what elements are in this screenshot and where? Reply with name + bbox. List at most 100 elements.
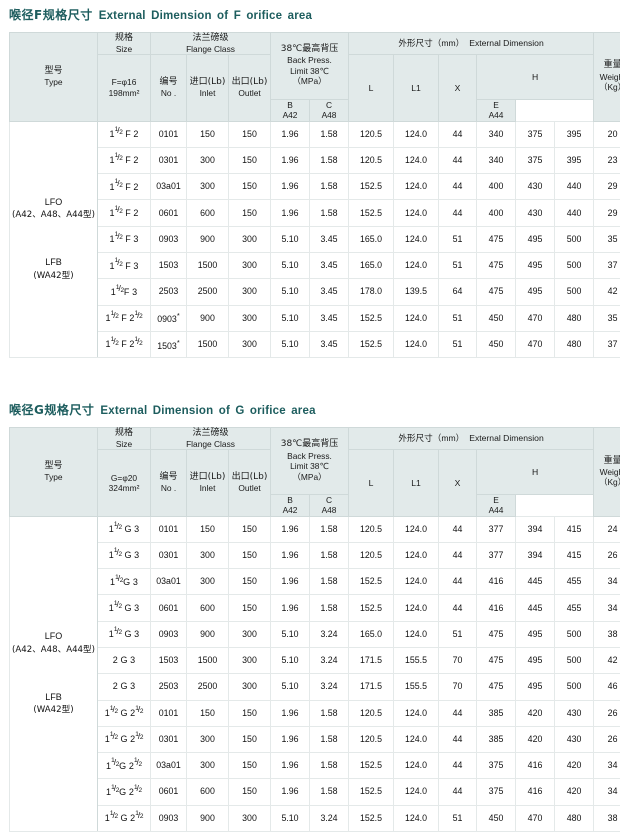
cell-lfo: 5.10 <box>271 226 310 252</box>
cell-lfo: 5.10 <box>271 252 310 278</box>
back-pressure-en2: Limit 38℃ <box>271 461 348 472</box>
cell-lfo: 5.10 <box>271 674 310 700</box>
cell-b: 416 <box>477 595 516 621</box>
cell-inlet: 150 <box>187 700 229 726</box>
cell-outlet: 150 <box>229 147 271 173</box>
cell-weight: 37 <box>594 331 620 357</box>
cell-c: 420 <box>516 726 555 752</box>
cell-l1: 124.0 <box>394 305 439 331</box>
cell-l: 165.0 <box>349 226 394 252</box>
col-header-l1: L1 <box>394 450 439 516</box>
cell-b: 375 <box>477 779 516 805</box>
cell-e: 430 <box>555 726 594 752</box>
cell-x: 44 <box>439 147 477 173</box>
type-group-name: LFO <box>10 196 97 210</box>
cell-x: 51 <box>439 805 477 831</box>
type-group: LFO(A42、A48、A44型) <box>10 630 97 656</box>
cell-no: 1503 <box>151 648 187 674</box>
cell-l1: 124.0 <box>394 779 439 805</box>
cell-lfb: 1.58 <box>310 595 349 621</box>
cell-lfb: 3.24 <box>310 621 349 647</box>
cell-no: 1503* <box>151 331 187 357</box>
external-dimension-cn: 外形尺寸（mm） <box>398 433 464 444</box>
cell-weight: 38 <box>594 805 620 831</box>
col-header-weight-cn: 重量 <box>594 456 620 467</box>
cell-outlet: 150 <box>229 516 271 542</box>
cell-no: 0601 <box>151 200 187 226</box>
title-spacer <box>9 23 611 32</box>
col-header-external-dimension: 外形尺寸（mm）External Dimension <box>349 427 594 450</box>
cell-weight: 34 <box>594 779 620 805</box>
col-header-inlet-en: Inlet <box>187 483 228 494</box>
col-header-inlet: 进口(Lb)Inlet <box>187 450 229 516</box>
cell-x: 44 <box>439 121 477 147</box>
cell-e: 415 <box>555 516 594 542</box>
cell-outlet: 300 <box>229 226 271 252</box>
col-header-flange-cn: 法兰磅级 <box>151 428 270 439</box>
fraction-glyph: 1/2 <box>115 181 123 190</box>
cell-e: 455 <box>555 569 594 595</box>
cell-e: 420 <box>555 753 594 779</box>
type-group-name: LFB <box>10 691 97 705</box>
cell-lfb: 3.24 <box>310 805 349 831</box>
cell-c: 495 <box>516 226 555 252</box>
fraction-glyph: 1/2 <box>115 207 123 216</box>
cell-lfo: 1.96 <box>271 569 310 595</box>
col-header-no-en: No . <box>151 88 186 99</box>
fraction-glyph: 1/2 <box>135 707 143 716</box>
cell-lfb: 1.58 <box>310 700 349 726</box>
back-pressure-en1: Back Press. <box>271 55 348 66</box>
type-group: LFB(WA42型) <box>10 256 97 282</box>
cell-size: 2 G 3 <box>98 648 151 674</box>
cell-x: 44 <box>439 569 477 595</box>
col-header-b-model: A42 <box>271 110 309 121</box>
cell-b: 416 <box>477 569 516 595</box>
fraction-glyph: 1/2 <box>135 733 143 742</box>
cell-outlet: 300 <box>229 805 271 831</box>
cell-l: 152.5 <box>349 305 394 331</box>
cell-c: 445 <box>516 595 555 621</box>
section-title-en: External Dimension of F orifice area <box>99 10 312 22</box>
cell-inlet: 2500 <box>187 279 229 305</box>
cell-lfo: 5.10 <box>271 648 310 674</box>
cell-lfo: 5.10 <box>271 305 310 331</box>
cell-x: 44 <box>439 200 477 226</box>
cell-weight: 46 <box>594 674 620 700</box>
cell-outlet: 150 <box>229 174 271 200</box>
cell-b: 340 <box>477 147 516 173</box>
